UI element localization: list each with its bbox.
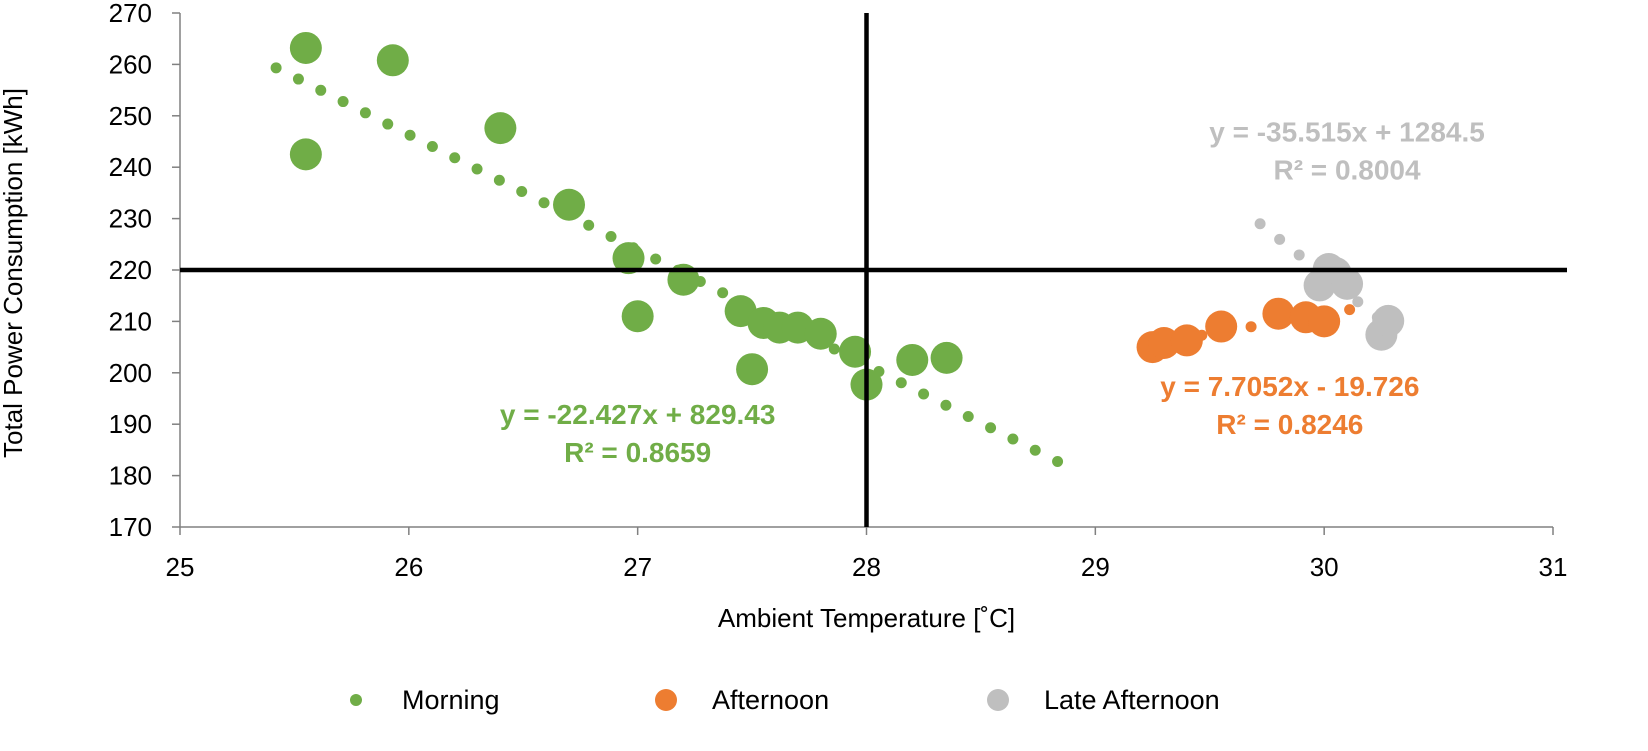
legend-marker-morning: [350, 694, 362, 706]
y-tick-label: 180: [109, 461, 152, 491]
data-point-late-afternoon: [1372, 304, 1405, 337]
equation-label-late-afternoon: y = -35.515x + 1284.5: [1209, 117, 1485, 148]
legend-label-late-afternoon: Late Afternoon: [1044, 685, 1220, 715]
legend: Morning Afternoon Late Afternoon: [350, 685, 1220, 715]
y-tick-label: 230: [109, 204, 152, 234]
y-tick-label: 210: [109, 306, 152, 336]
data-point-morning: [376, 44, 409, 77]
data-point-afternoon: [1262, 297, 1295, 330]
data-point-afternoon: [1170, 324, 1203, 357]
y-tick-label: 190: [109, 409, 152, 439]
data-point-afternoon: [1308, 305, 1341, 338]
reference-lines: [180, 13, 1567, 527]
legend-label-afternoon: Afternoon: [712, 685, 829, 715]
data-point-morning: [736, 353, 769, 386]
r2-label-late-afternoon: R² = 0.8004: [1273, 155, 1421, 186]
y-tick-label: 250: [109, 101, 152, 131]
equation-label-morning: y = -22.427x + 829.43: [500, 399, 776, 430]
trendline-late-afternoon: [1254, 218, 1399, 336]
data-point-morning: [621, 300, 654, 333]
data-point-morning: [896, 343, 929, 376]
y-axis-title: Total Power Consumption [kWh]: [0, 88, 28, 458]
legend-marker-late-afternoon: [987, 689, 1009, 711]
x-tick-label: 29: [1081, 552, 1110, 582]
data-point-morning: [289, 31, 322, 64]
data-point-morning: [553, 188, 586, 221]
annotations: y = -22.427x + 829.43 R² = 0.8659 y = 7.70…: [500, 117, 1485, 469]
data-point-morning: [612, 242, 645, 275]
axes: 170 180 190 200 210 220 230 240 250 260 270 25 26 27 2…: [0, 0, 1567, 633]
y-tick-label: 170: [109, 512, 152, 542]
x-axis-title: Ambient Temperature [˚C]: [718, 603, 1015, 633]
data-point-morning: [839, 335, 872, 368]
x-tick-label: 27: [623, 552, 652, 582]
y-tick-label: 240: [109, 152, 152, 182]
data-point-late-afternoon: [1331, 267, 1364, 300]
data-point-morning: [804, 317, 837, 350]
r2-label-morning: R² = 0.8659: [564, 437, 711, 468]
equation-label-afternoon: y = 7.7052x - 19.726: [1160, 371, 1419, 402]
x-tick-label: 30: [1310, 552, 1339, 582]
y-tick-label: 220: [109, 255, 152, 285]
data-point-morning: [484, 112, 517, 145]
data-point-morning: [289, 138, 322, 171]
x-tick-label: 31: [1539, 552, 1568, 582]
x-tick-label: 28: [852, 552, 881, 582]
data-points: [289, 31, 1405, 401]
y-tick-label: 260: [109, 49, 152, 79]
y-tick-label: 270: [109, 0, 152, 28]
data-point-morning: [930, 341, 963, 374]
y-tick-label: 200: [109, 358, 152, 388]
r2-label-afternoon: R² = 0.8246: [1216, 409, 1363, 440]
legend-marker-afternoon: [655, 689, 677, 711]
x-tick-label: 26: [394, 552, 423, 582]
legend-label-morning: Morning: [402, 685, 500, 715]
x-tick-label: 25: [166, 552, 195, 582]
data-point-afternoon: [1205, 310, 1238, 343]
